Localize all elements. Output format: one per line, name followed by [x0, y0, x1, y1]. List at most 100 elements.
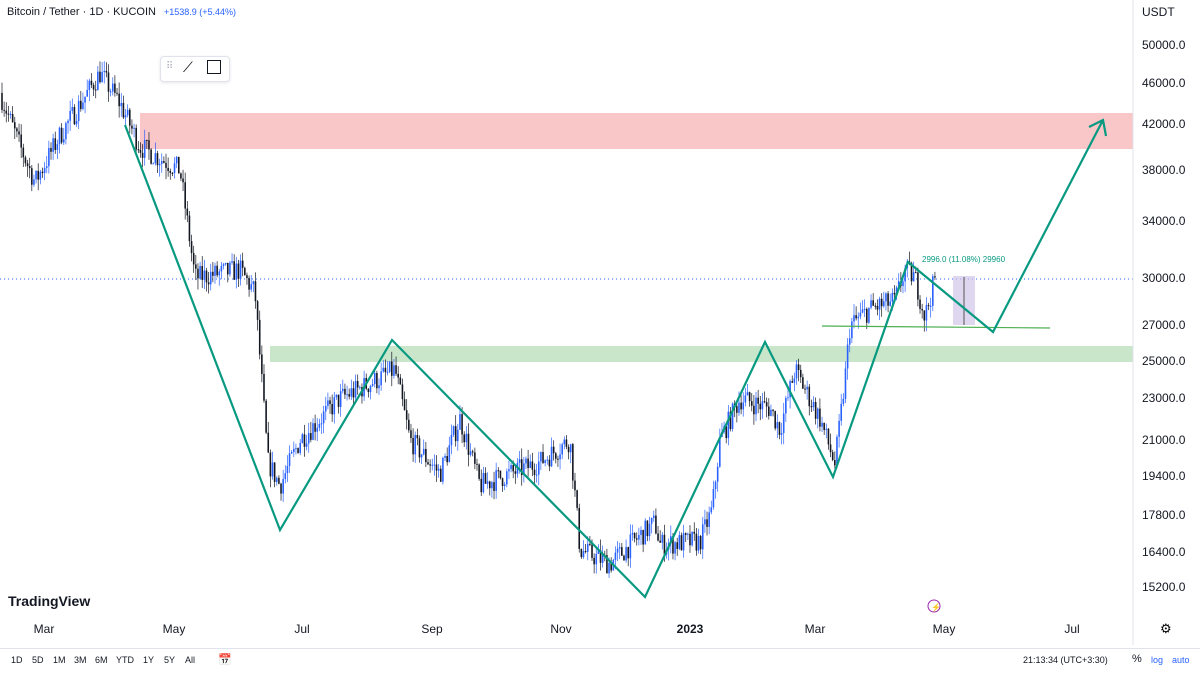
- drag-handle-icon[interactable]: ⠿: [166, 61, 174, 72]
- candle-body: [897, 281, 900, 288]
- range-button[interactable]: 5D: [32, 655, 44, 665]
- candle-body: [736, 406, 738, 413]
- candle-body: [431, 464, 434, 466]
- candle-body: [410, 430, 412, 439]
- range-button[interactable]: 6M: [95, 655, 108, 665]
- candle-body: [139, 149, 142, 153]
- candle-body: [929, 305, 932, 307]
- candle-body: [350, 388, 353, 397]
- trendline-icon[interactable]: ⟋: [183, 59, 193, 75]
- candle-body: [143, 139, 146, 158]
- candle-body: [9, 114, 12, 116]
- candle-body: [593, 557, 595, 565]
- candle-body: [887, 293, 889, 306]
- candle-body: [465, 433, 468, 443]
- candle-body: [514, 471, 517, 474]
- tradingview-logo[interactable]: TradingView: [8, 593, 91, 609]
- range-button[interactable]: 3M: [74, 655, 87, 665]
- candle-body: [312, 423, 314, 440]
- log-toggle[interactable]: log: [1151, 655, 1164, 665]
- candle-body: [105, 70, 108, 73]
- candle-body: [152, 163, 155, 165]
- candle-body: [180, 173, 182, 179]
- candle-body: [261, 354, 263, 374]
- currency-label[interactable]: USDT: [1142, 5, 1175, 19]
- candle-body: [295, 448, 297, 450]
- candle-body: [633, 532, 636, 539]
- candle-body: [99, 71, 101, 83]
- candle-body: [65, 123, 67, 140]
- candle-body: [16, 128, 18, 132]
- date-range-icon[interactable]: 📅: [218, 654, 232, 666]
- candle-body: [710, 507, 713, 513]
- range-button[interactable]: 1M: [53, 655, 66, 665]
- candle-body: [133, 127, 135, 129]
- candle-body: [829, 444, 832, 453]
- candle-body: [768, 406, 770, 416]
- candle-body: [37, 170, 40, 180]
- candle-body: [701, 524, 704, 550]
- candle-body: [284, 473, 287, 479]
- candle-body: [857, 316, 860, 319]
- candle-body: [910, 263, 913, 282]
- candle-body: [344, 388, 346, 395]
- candle-body: [625, 547, 627, 561]
- candle-body: [557, 458, 559, 460]
- candle-body: [529, 461, 532, 468]
- candle-body: [331, 403, 333, 415]
- candle-body: [659, 540, 661, 543]
- candle-body: [433, 464, 436, 466]
- support-zone[interactable]: [270, 346, 1133, 362]
- neckline[interactable]: [821, 325, 1051, 329]
- candle-body: [297, 448, 299, 453]
- candle-body: [305, 443, 308, 447]
- auto-toggle[interactable]: auto: [1172, 655, 1190, 665]
- candle-body: [601, 554, 604, 563]
- percent-toggle[interactable]: %: [1132, 653, 1142, 665]
- candle-body: [329, 400, 331, 404]
- candle-body: [825, 428, 828, 430]
- candle-body: [689, 533, 691, 546]
- candle-body: [231, 261, 233, 263]
- candle-body: [765, 402, 768, 407]
- candle-body: [310, 433, 312, 440]
- candle-body: [258, 319, 261, 355]
- candle-body: [506, 471, 508, 485]
- candle-body: [680, 535, 683, 551]
- candle-body: [442, 457, 444, 482]
- candle-body: [463, 434, 466, 443]
- candle-body: [250, 284, 253, 290]
- range-button[interactable]: 1Y: [143, 655, 155, 665]
- candle-body: [484, 472, 487, 484]
- rectangle-icon[interactable]: [207, 60, 221, 74]
- candle-body: [925, 305, 928, 321]
- price-label: 34000.0: [1142, 213, 1186, 228]
- candle-body: [393, 365, 395, 376]
- candle-body: [753, 405, 755, 415]
- candle-body: [212, 271, 214, 276]
- candle-body: [789, 381, 791, 398]
- range-button[interactable]: 5Y: [164, 655, 176, 665]
- candle-body: [322, 411, 325, 424]
- candle-body: [855, 315, 857, 319]
- candle-body: [420, 454, 423, 458]
- range-button[interactable]: 1D: [11, 655, 23, 665]
- price-chart[interactable]: ⚡: [0, 0, 1200, 645]
- candle-body: [742, 402, 745, 410]
- candle-body: [518, 459, 521, 463]
- range-button[interactable]: All: [185, 655, 196, 665]
- candle-body: [810, 406, 813, 408]
- symbol-title[interactable]: Bitcoin / Tether · 1D · KUCOIN +1538.9 (+…: [7, 6, 236, 18]
- candle-body: [727, 411, 730, 439]
- range-button[interactable]: YTD: [116, 655, 134, 665]
- candle-body: [88, 80, 91, 90]
- candle-body: [542, 452, 544, 463]
- lightning-icon[interactable]: [927, 599, 941, 613]
- settings-icon[interactable]: ⚙: [1160, 621, 1172, 636]
- candle-body: [369, 385, 372, 393]
- candle-body: [246, 275, 248, 279]
- zigzag-pattern[interactable]: [123, 119, 1104, 599]
- resistance-zone[interactable]: [140, 113, 1133, 149]
- candle-body: [919, 299, 921, 309]
- candle-body: [50, 147, 52, 152]
